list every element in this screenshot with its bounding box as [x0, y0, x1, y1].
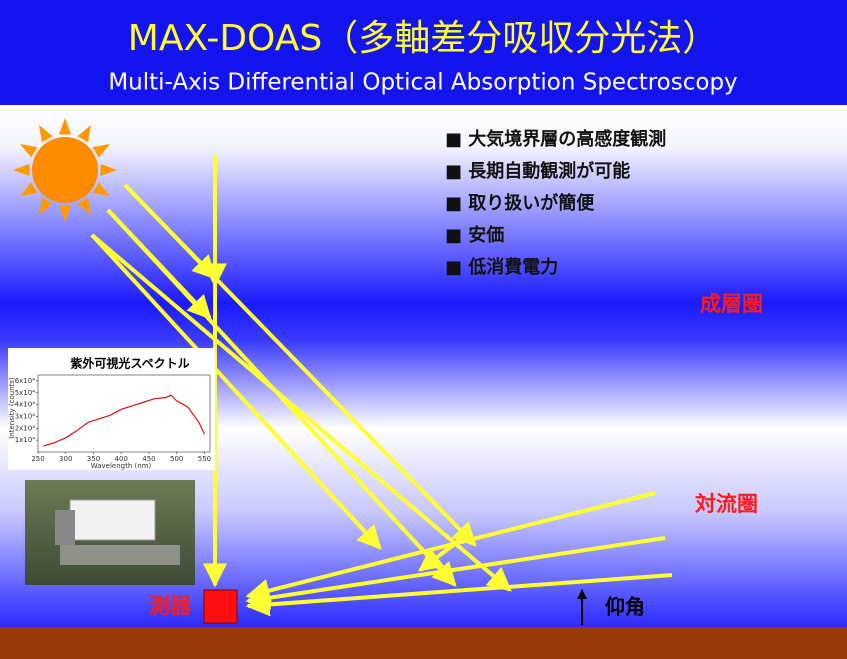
elevation-label: 仰角: [605, 595, 645, 619]
sun-ray: [19, 144, 38, 158]
sun-ray: [92, 144, 111, 158]
title: MAX-DOAS（多軸差分吸収分光法）: [128, 18, 718, 59]
x-tick-label: 500: [170, 455, 183, 463]
y-tick-label: 3x10⁴: [15, 412, 36, 420]
sun-ray: [92, 182, 111, 196]
inset-panel: [8, 348, 215, 470]
sun-ray: [58, 118, 72, 135]
x-tick-label: 300: [59, 455, 72, 463]
y-tick-label: 6x10⁴: [15, 377, 36, 385]
feature-bullet: ■ 安価: [445, 224, 504, 246]
instrument-label: 測器: [149, 594, 192, 618]
sun-ray: [58, 205, 72, 222]
feature-bullet: ■ 取り扱いが簡便: [445, 192, 595, 214]
inset-frame: [37, 374, 211, 453]
title-bar: [0, 0, 847, 105]
inset-xlabel: Wavelength (nm): [91, 462, 152, 470]
inset-title: 紫外可視光スペクトル: [70, 356, 189, 371]
y-tick-label: 5x10⁴: [15, 389, 36, 397]
feature-bullet: ■ 大気境界層の高感度観測: [445, 128, 666, 150]
sun-ray: [39, 197, 53, 216]
y-tick-label: 4x10⁴: [15, 401, 36, 409]
instrument-box: [203, 589, 238, 624]
sun-ray: [77, 197, 91, 216]
x-tick-label: 350: [87, 455, 100, 463]
inset-ylabel: Intensity (counts): [8, 377, 16, 439]
y-tick-label: 2x10⁴: [15, 424, 36, 432]
sun-ray: [13, 163, 30, 177]
instrument-photo: [25, 480, 195, 585]
x-tick-label: 550: [198, 455, 211, 463]
ground: [0, 627, 847, 659]
spectrum-line: [43, 394, 205, 447]
sun-ray: [77, 124, 91, 143]
x-tick-label: 400: [115, 455, 128, 463]
sun-ray: [19, 182, 38, 196]
feature-bullet: ■ 低消費電力: [445, 256, 558, 278]
sun: [13, 118, 117, 222]
y-tick-label: 1x10⁴: [15, 436, 36, 444]
x-tick-label: 450: [142, 455, 155, 463]
subtitle: Multi-Axis Differential Optical Absorpti…: [108, 70, 737, 96]
feature-bullet: ■ 長期自動観測が可能: [445, 160, 630, 182]
x-tick-label: 250: [31, 455, 44, 463]
sun-ray: [100, 163, 117, 177]
sun-ray: [39, 124, 53, 143]
troposphere-label: 対流圏: [695, 492, 758, 516]
stratosphere-label: 成層圏: [700, 292, 763, 316]
